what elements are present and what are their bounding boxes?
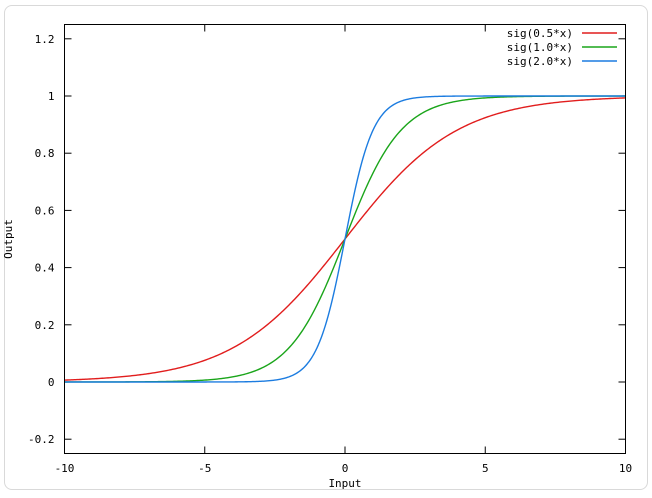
y-tick-label: 0.8 — [35, 147, 55, 160]
x-axis-label: Input — [328, 477, 361, 490]
y-tick-label: 1 — [48, 90, 55, 103]
series-curves — [64, 95, 626, 383]
y-tick-label: 0 — [48, 376, 55, 389]
y-tick-label: 0.4 — [35, 262, 55, 275]
series-line-sig-2.0-x- — [64, 95, 626, 383]
x-tick-label: -5 — [198, 462, 211, 475]
x-tick-label: 5 — [482, 462, 489, 475]
axis-tick-labels: -10 -5 0 5 10 -0.2 0 0.2 0.4 0.6 0.8 1 1.2 — [28, 33, 632, 475]
x-tick-label: 0 — [342, 462, 349, 475]
y-tick-label: 1.2 — [35, 33, 55, 46]
legend-label: sig(2.0*x) — [507, 55, 573, 68]
x-tick-label: -10 — [55, 462, 75, 475]
legend-label: sig(1.0*x) — [507, 41, 573, 54]
legend-label: sig(0.5*x) — [507, 27, 573, 40]
y-tick-label: 0.2 — [35, 319, 55, 332]
y-axis-label: Output — [2, 219, 15, 259]
plot-border — [64, 24, 626, 454]
x-tick-label: 10 — [619, 462, 632, 475]
y-tick-label: 0.6 — [35, 204, 55, 217]
legend: sig(0.5*x) sig(1.0*x) sig(2.0*x) — [507, 27, 617, 68]
y-tick-label: -0.2 — [28, 433, 55, 446]
